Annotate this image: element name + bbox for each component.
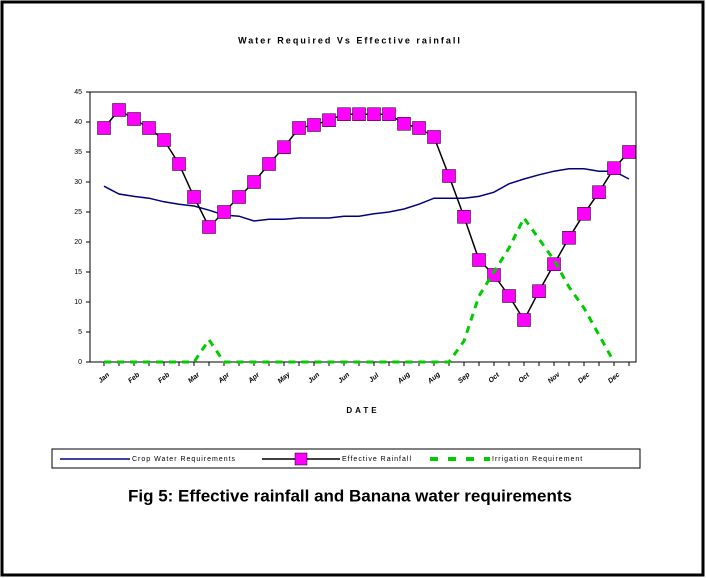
series-line <box>103 168 630 222</box>
y-tick-label: 10 <box>74 299 82 306</box>
legend-box <box>51 448 641 469</box>
marker <box>292 121 306 135</box>
y-tick-label: 40 <box>74 119 82 126</box>
marker <box>367 107 381 121</box>
marker <box>412 121 426 135</box>
y-tick-label: 0 <box>78 359 82 366</box>
marker <box>427 130 441 144</box>
marker <box>112 103 126 117</box>
marker <box>247 175 261 189</box>
caption: Fig 5: Effective rainfall and Banana wat… <box>128 486 572 505</box>
marker <box>142 121 156 135</box>
marker <box>592 185 606 199</box>
marker <box>322 113 336 127</box>
y-tick-label: 45 <box>74 89 82 96</box>
marker <box>172 157 186 171</box>
marker <box>442 169 456 183</box>
marker <box>577 207 591 221</box>
marker <box>622 145 636 159</box>
marker <box>307 118 321 132</box>
marker <box>187 190 201 204</box>
y-tick-label: 20 <box>74 239 82 246</box>
marker <box>547 257 561 271</box>
marker <box>532 284 546 298</box>
marker <box>472 253 486 267</box>
legend-label: Irrigation Requirement <box>492 456 583 463</box>
y-tick-label: 5 <box>78 329 82 336</box>
legend-label: Crop Water Requirements <box>132 456 236 463</box>
marker <box>337 107 351 121</box>
plot-area <box>89 91 637 363</box>
y-tick-label: 35 <box>74 149 82 156</box>
marker <box>352 107 366 121</box>
marker <box>262 157 276 171</box>
chart-title: Water Required Vs Effective rainfall <box>238 35 462 45</box>
x-axis-label: DATE <box>346 406 379 415</box>
marker <box>382 107 396 121</box>
legend-marker <box>294 452 308 466</box>
marker <box>517 313 531 327</box>
marker <box>157 133 171 147</box>
marker <box>217 205 231 219</box>
marker <box>277 140 291 154</box>
y-tick-label: 25 <box>74 209 82 216</box>
series-line <box>104 215 616 364</box>
legend-label: Effective Rainfall <box>342 456 412 463</box>
marker <box>487 268 501 282</box>
marker <box>397 117 411 131</box>
marker <box>502 289 516 303</box>
marker <box>232 190 246 204</box>
marker <box>562 231 576 245</box>
y-tick-label: 30 <box>74 179 82 186</box>
marker <box>127 112 141 126</box>
marker <box>457 210 471 224</box>
y-tick-label: 15 <box>74 269 82 276</box>
marker <box>202 220 216 234</box>
marker <box>607 161 621 175</box>
marker <box>97 121 111 135</box>
